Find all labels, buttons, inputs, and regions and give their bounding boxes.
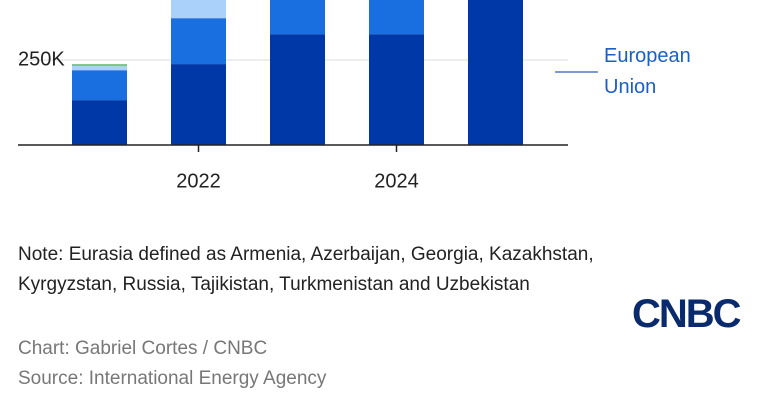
x-tick-label: 2024 xyxy=(374,170,419,192)
bar-segment xyxy=(72,64,127,67)
bar-segment xyxy=(72,66,127,71)
series-label: European Union xyxy=(604,45,691,98)
bar-segment xyxy=(72,70,127,101)
credit: Chart: Gabriel Cortes / CNBC xyxy=(18,338,268,359)
bar-segment xyxy=(270,0,325,35)
source: Source: International Energy Agency xyxy=(18,368,327,389)
x-tick-label: 2022 xyxy=(176,170,221,192)
y-tick-label: 250K xyxy=(18,48,65,70)
chart: 250K 2022 2024 European Union xyxy=(18,0,691,192)
bar-segment xyxy=(171,64,226,145)
bar-segment xyxy=(468,0,523,146)
logo: CNBC xyxy=(632,292,742,336)
bar-segment xyxy=(369,34,424,145)
bar-segment xyxy=(72,100,127,145)
bar-segment xyxy=(270,34,325,145)
bar-segment xyxy=(171,0,226,19)
note: Note: Eurasia defined as Armenia, Azerba… xyxy=(18,244,594,295)
bar-segment xyxy=(369,0,424,35)
bar-segment xyxy=(171,18,226,65)
